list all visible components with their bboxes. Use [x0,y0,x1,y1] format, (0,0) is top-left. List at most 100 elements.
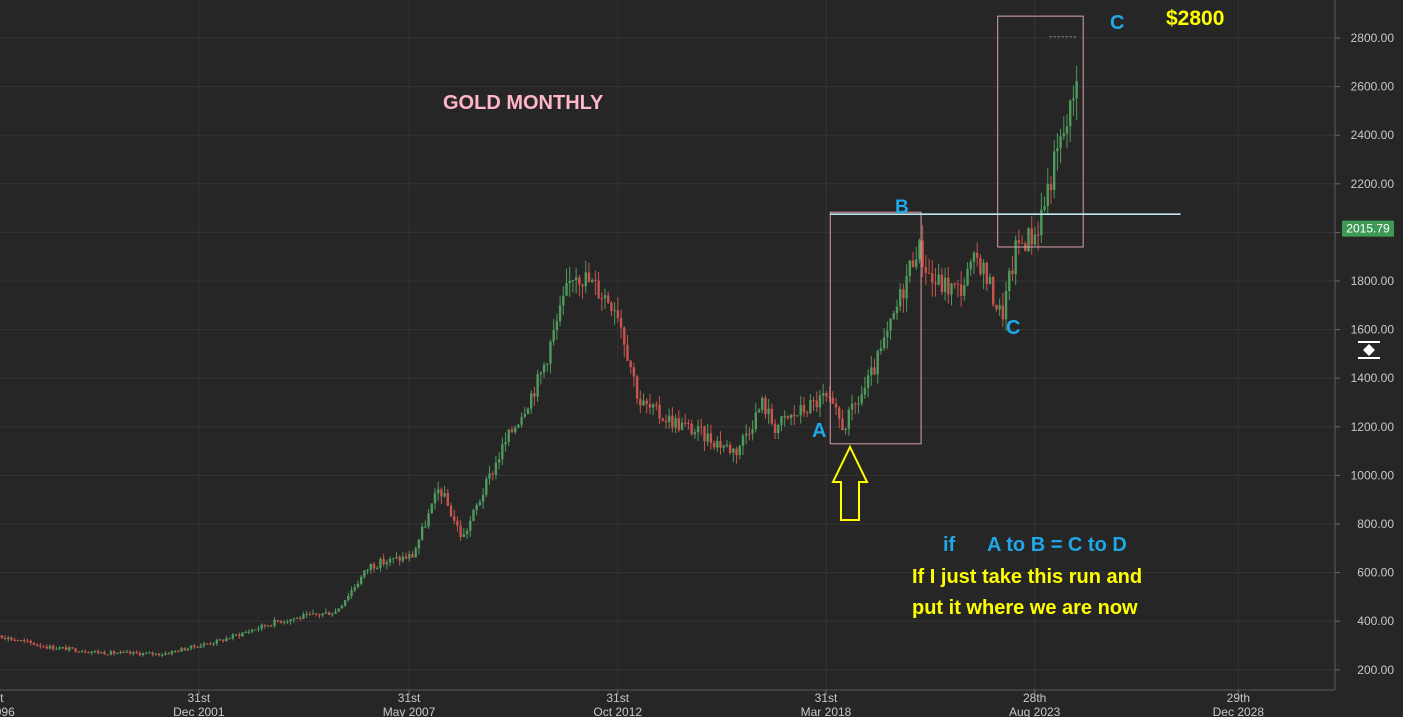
candle-body [940,274,944,292]
candle-body [687,422,690,424]
y-tick-label: 2400.00 [1351,128,1395,142]
candle-body [449,505,453,517]
candle-body [886,330,889,338]
candle-body [1030,228,1033,245]
candle-body [927,272,931,274]
candle-body [186,648,190,651]
x-tick-day: 31st [0,691,4,705]
candle-body [918,240,921,260]
candle-body [513,427,517,433]
candle-body [684,422,687,424]
candle-body [122,651,125,653]
candle-body [658,404,661,419]
candle-body [58,647,61,649]
candle-body [613,310,616,312]
candle-body [982,262,985,275]
candle-body [263,624,267,627]
candle-body [257,628,260,630]
candle-body [767,408,770,415]
candle-body [128,651,132,654]
candle-body [494,462,498,475]
candle-body [979,257,982,275]
candle-body [478,501,482,506]
y-tick-label: 2200.00 [1351,177,1395,191]
candle-body [966,269,969,286]
candle-body [436,489,440,494]
candle-body [385,562,389,565]
candle-body [1043,206,1046,210]
candle-body [0,635,4,638]
candle-body [96,651,100,653]
candle-body [892,313,895,319]
candle-body [388,558,392,563]
y-tick-label: 1000.00 [1351,468,1395,482]
candle-body [359,576,363,584]
candle-body [103,652,106,655]
candle-body [202,643,206,646]
candle-body [109,651,113,655]
x-tick-day: 31st [398,691,421,705]
candle-body [334,611,337,614]
candle-body [735,448,738,456]
candle-body [209,643,212,645]
candle-body [51,645,55,650]
price-axis[interactable]: 200.00 400.00 600.00 800.00 1000.00 1200.00 14… [1335,31,1394,677]
candle-body [42,646,45,648]
axis-scale-icon[interactable] [1358,341,1380,359]
candle-body [205,643,209,645]
x-tick-label: Oct 2012 [593,705,642,717]
candle-body [507,429,510,442]
candle-body [61,647,65,649]
candle-body [376,567,379,569]
candle-body [847,409,851,429]
candle-body [1062,133,1066,137]
candle-body [879,348,883,352]
candle-body [574,277,578,281]
candle-body [931,273,934,283]
candle-body [738,445,741,456]
candle-body [632,367,636,377]
candle-body [212,643,215,645]
candle-body [809,400,812,414]
candle-body [992,276,995,305]
candle-body [93,651,97,653]
candle-body [1072,98,1075,101]
candle-body [854,403,857,405]
candle-body [343,600,347,606]
candle-body [610,302,613,311]
candle-body [112,651,116,654]
candle-body [1017,240,1021,244]
candle-body [32,642,36,645]
equation-label: A to B = C to D [987,534,1127,556]
candle-body [286,621,289,623]
candle-body [497,459,501,463]
candle-body [488,473,491,479]
candle-body [106,654,109,656]
candle-body [260,624,263,629]
candle-body [934,282,937,285]
candle-body [433,493,437,504]
candle-body [1040,209,1043,236]
candle-body [321,613,324,616]
candle-body [863,387,867,395]
candle-body [818,395,822,408]
candle-body [908,260,912,277]
candle-body [844,428,847,431]
candle-body [722,445,725,448]
candle-body [696,426,700,433]
candle-body [276,619,279,622]
candle-body [552,330,555,342]
candle-body [318,614,321,616]
candle-body [674,418,677,428]
candle-body [414,548,417,558]
y-tick-label: 600.00 [1357,566,1394,580]
candle-body [651,404,655,408]
candle-body [228,638,231,640]
candle-body [302,614,305,619]
candle-body [238,634,241,637]
candle-body [703,426,706,442]
candlestick-series [0,65,1078,658]
candle-body [664,420,668,423]
candle-body [68,647,71,651]
